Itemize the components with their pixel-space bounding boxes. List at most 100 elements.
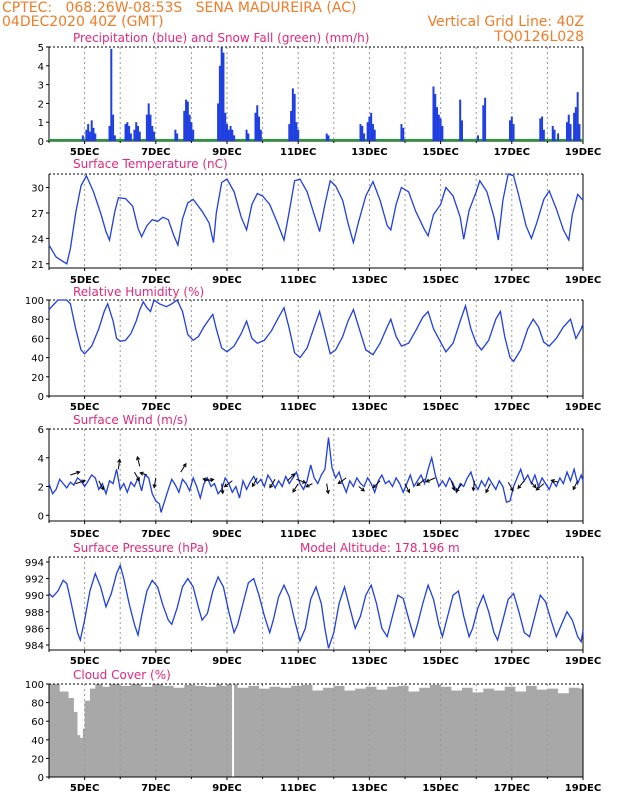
wind-arrow-shaft bbox=[551, 479, 559, 483]
x-tick-label: 13DEC bbox=[351, 656, 387, 667]
x-tick-label: 5DEC bbox=[70, 656, 99, 667]
x-tick-label: 17DEC bbox=[494, 656, 530, 667]
wind-arrow bbox=[287, 473, 296, 482]
wind-arrow-shaft bbox=[404, 483, 410, 493]
precip-bar bbox=[190, 122, 193, 141]
wind-arrow-shaft bbox=[75, 480, 86, 485]
wind-arrow-shaft bbox=[372, 480, 381, 489]
precip-bar bbox=[129, 133, 132, 141]
wind-arrow-head bbox=[182, 462, 187, 468]
wind-arrow bbox=[292, 483, 299, 493]
wind-arrow bbox=[550, 479, 559, 484]
precip-bar bbox=[259, 129, 262, 141]
wind-arrow bbox=[450, 480, 456, 492]
precip-bar bbox=[436, 107, 439, 141]
precip-bar bbox=[441, 125, 444, 141]
precip-bar bbox=[371, 124, 374, 141]
precip-bar bbox=[542, 129, 545, 141]
x-tick-label: 11DEC bbox=[280, 147, 316, 158]
precip-bar bbox=[88, 131, 91, 141]
precip-bar bbox=[133, 129, 136, 141]
x-tick-label: 15DEC bbox=[422, 656, 458, 667]
wind-arrow-shaft bbox=[358, 486, 365, 492]
wind-arrow-shaft bbox=[117, 459, 121, 470]
precip-bar bbox=[124, 124, 127, 141]
x-tick-label: 7DEC bbox=[141, 783, 170, 794]
precip-bar bbox=[553, 129, 556, 141]
y-tick-label: 40 bbox=[31, 736, 44, 747]
y-tick-label: 60 bbox=[31, 334, 44, 345]
y-tick-label: 4 bbox=[38, 454, 44, 465]
wind-arrow-head bbox=[485, 488, 490, 494]
precip-bar bbox=[151, 125, 154, 141]
x-tick-label: 5DEC bbox=[70, 147, 99, 158]
wind-arrow-head bbox=[425, 478, 430, 483]
wind-arrow-head bbox=[455, 488, 460, 493]
precip-bar bbox=[185, 99, 188, 141]
x-tick-label: 19DEC bbox=[565, 529, 601, 540]
wind-arrow-shaft bbox=[326, 483, 329, 494]
y-tick-label: 4 bbox=[38, 62, 44, 73]
x-tick-label: 13DEC bbox=[351, 783, 387, 794]
y-tick-label: 24 bbox=[31, 234, 44, 245]
wind-arrow-shaft bbox=[153, 477, 157, 488]
y-tick-label: 6 bbox=[38, 425, 44, 436]
precip-bar bbox=[231, 129, 234, 141]
precip-bar bbox=[361, 125, 364, 141]
wind-arrow-head bbox=[139, 471, 144, 476]
precip-bar bbox=[113, 135, 116, 141]
precip-bar bbox=[81, 135, 84, 141]
wind-arrow-shaft bbox=[292, 483, 299, 493]
precip-bar bbox=[482, 105, 485, 141]
wind-arrow-shaft bbox=[287, 473, 295, 482]
wind-arrow-shaft bbox=[530, 481, 537, 488]
precip-bar bbox=[112, 114, 115, 141]
wind-arrow-head bbox=[535, 486, 540, 491]
precip-bar bbox=[94, 133, 97, 141]
wind-arrow bbox=[117, 458, 122, 470]
precip-bar bbox=[539, 118, 542, 141]
panel-title: Relative Humidity (%) bbox=[73, 285, 204, 299]
panel-pressure: 984 986 988 990 992 994 5DEC 7DEC 9DEC 11DEC 13DEC… bbox=[25, 541, 601, 667]
precip-bar bbox=[541, 116, 544, 141]
wind-arrow-shaft bbox=[426, 477, 436, 483]
header-date: 04DEC2020 40Z (GMT) bbox=[2, 14, 164, 30]
wind-arrow bbox=[535, 483, 545, 491]
wind-arrow-head bbox=[136, 477, 140, 482]
wind-arrow-shaft bbox=[517, 480, 525, 489]
y-tick-label: 100 bbox=[25, 296, 44, 307]
wind-arrow-shaft bbox=[472, 480, 475, 491]
x-tick-label: 13DEC bbox=[351, 147, 387, 158]
header-grid-note: Vertical Grid Line: 40Z bbox=[427, 14, 584, 30]
wind-arrow-head bbox=[451, 486, 456, 492]
temp-line bbox=[48, 173, 584, 265]
x-tick-label: 15DEC bbox=[422, 402, 458, 413]
x-tick-label: 17DEC bbox=[494, 147, 530, 158]
wind-arrow-head bbox=[416, 482, 421, 487]
precip-bar bbox=[576, 92, 579, 141]
precip-bar bbox=[188, 114, 191, 141]
precip-bar bbox=[551, 125, 554, 141]
precip-bar bbox=[359, 124, 362, 141]
y-tick-label: 100 bbox=[25, 680, 44, 691]
wind-arrow-head bbox=[251, 482, 256, 488]
precip-bar bbox=[512, 124, 515, 141]
y-tick-label: 60 bbox=[31, 717, 44, 728]
x-tick-label: 9DEC bbox=[212, 147, 241, 158]
precip-bar bbox=[565, 122, 568, 141]
x-tick-label: 9DEC bbox=[212, 529, 241, 540]
header-model-code: TQ0126L028 bbox=[494, 29, 584, 45]
wind-arrow bbox=[507, 481, 514, 492]
wind-arrow-head bbox=[305, 483, 310, 488]
wind-arrow bbox=[305, 483, 313, 488]
x-tick-label: 11DEC bbox=[280, 529, 316, 540]
precip-bar bbox=[229, 125, 232, 141]
precip-bar bbox=[227, 129, 230, 141]
wind-arrow-head bbox=[517, 484, 522, 490]
wind-arrow-head bbox=[292, 488, 297, 493]
x-tick-label: 19DEC bbox=[565, 402, 601, 413]
y-tick-label: 80 bbox=[31, 315, 44, 326]
cloud-cover-area bbox=[49, 684, 583, 777]
precip-bar bbox=[145, 114, 148, 141]
y-tick-label: 0 bbox=[38, 773, 44, 784]
